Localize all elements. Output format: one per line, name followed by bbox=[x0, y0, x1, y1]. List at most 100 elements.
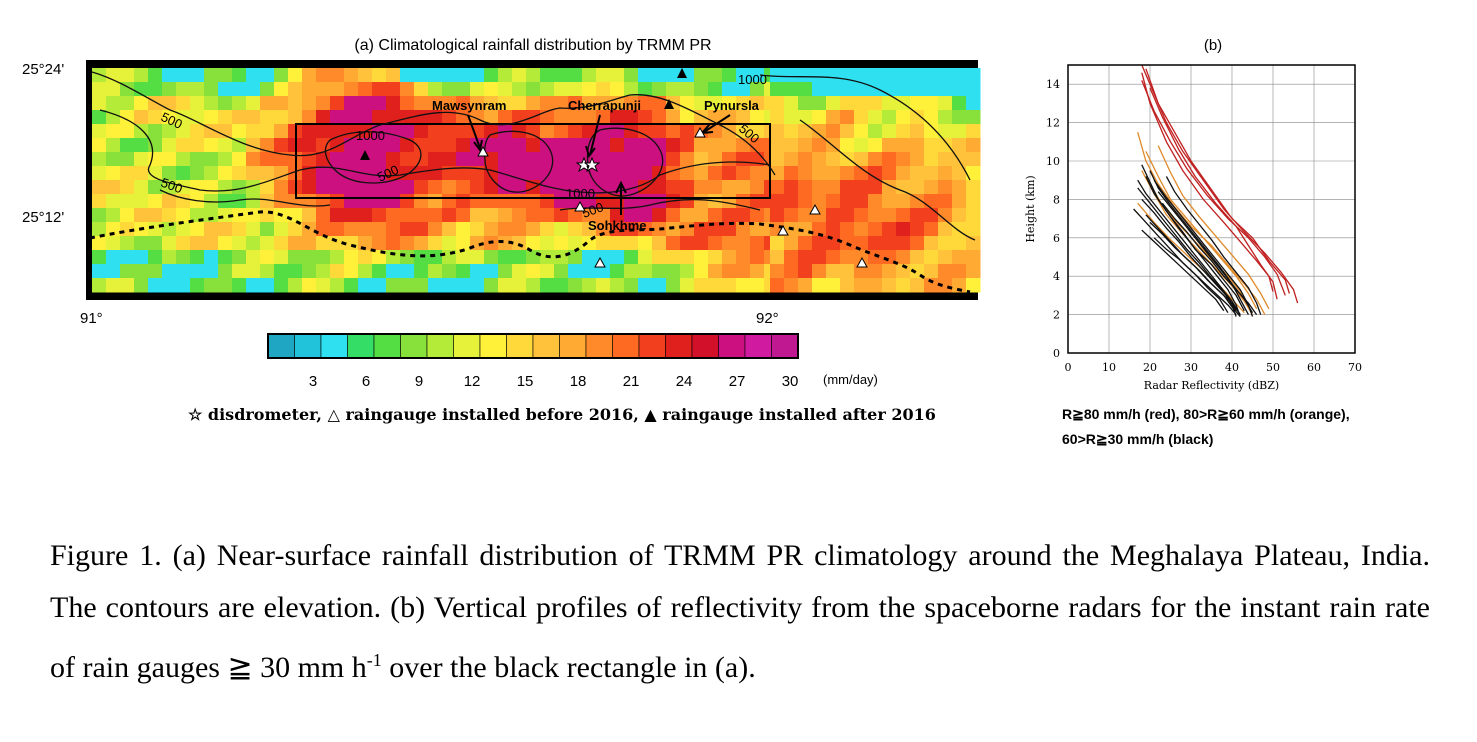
grid-cell bbox=[484, 82, 499, 97]
grid-cell bbox=[134, 68, 149, 83]
grid-cell bbox=[386, 152, 401, 167]
grid-cell bbox=[736, 250, 751, 265]
grid-cell bbox=[260, 96, 275, 111]
grid-cell bbox=[162, 96, 177, 111]
grid-cell bbox=[246, 250, 261, 265]
grid-cell bbox=[134, 124, 149, 139]
grid-cell bbox=[938, 180, 953, 195]
grid-cell bbox=[218, 278, 233, 293]
grid-cell bbox=[428, 194, 443, 209]
grid-cell bbox=[302, 166, 317, 181]
grid-cell bbox=[218, 96, 233, 111]
grid-cell bbox=[288, 278, 303, 293]
grid-cell bbox=[750, 236, 765, 251]
grid-cell bbox=[246, 68, 261, 83]
grid-cell bbox=[896, 68, 911, 83]
grid-cell bbox=[512, 250, 527, 265]
grid-cell bbox=[840, 138, 855, 153]
grid-cell bbox=[260, 194, 275, 209]
grid-cell bbox=[812, 264, 827, 279]
grid-cell bbox=[106, 166, 121, 181]
grid-cell bbox=[582, 82, 597, 97]
grid-cell bbox=[540, 96, 555, 111]
grid-cell bbox=[274, 110, 289, 125]
grid-cell bbox=[484, 250, 499, 265]
grid-cell bbox=[484, 138, 499, 153]
caption-text-3: over the black rectangle in (a). bbox=[381, 651, 756, 684]
grid-cell bbox=[666, 208, 681, 223]
grid-cell bbox=[854, 250, 869, 265]
profile-line bbox=[1137, 132, 1266, 315]
grid-cell bbox=[952, 166, 967, 181]
grid-cell bbox=[162, 82, 177, 97]
profile-line bbox=[1157, 145, 1270, 310]
grid-cell bbox=[414, 166, 429, 181]
grid-cell bbox=[176, 236, 191, 251]
grid-cell bbox=[274, 138, 289, 153]
colorbar-tick-label: 27 bbox=[729, 373, 746, 390]
grid-cell bbox=[896, 152, 911, 167]
grid-cell bbox=[274, 166, 289, 181]
grid-cell bbox=[484, 222, 499, 237]
grid-cell bbox=[134, 110, 149, 125]
grid-cell bbox=[924, 208, 939, 223]
grid-cell bbox=[456, 250, 471, 265]
grid-cell bbox=[868, 180, 883, 195]
grid-cell bbox=[120, 96, 135, 111]
raingauge-after-2016-icon bbox=[664, 99, 674, 109]
grid-cell bbox=[484, 194, 499, 209]
grid-cell bbox=[610, 166, 625, 181]
grid-cell bbox=[176, 96, 191, 111]
grid-cell bbox=[722, 194, 737, 209]
grid-cell bbox=[910, 278, 925, 293]
grid-cell bbox=[456, 236, 471, 251]
grid-cell bbox=[176, 278, 191, 293]
grid-cell bbox=[316, 264, 331, 279]
grid-cell bbox=[924, 250, 939, 265]
grid-cell bbox=[868, 82, 883, 97]
grid-cell bbox=[512, 208, 527, 223]
grid-cell bbox=[274, 222, 289, 237]
grid-cell bbox=[568, 236, 583, 251]
grid-cell bbox=[708, 180, 723, 195]
grid-cell bbox=[840, 124, 855, 139]
grid-cell bbox=[106, 180, 121, 195]
grid-cell bbox=[770, 194, 785, 209]
x-tick-label: 50 bbox=[1266, 361, 1280, 374]
grid-cell bbox=[330, 124, 345, 139]
grid-cell bbox=[512, 138, 527, 153]
reflectivity-profile-chart: (b) 0 10 20 30 40 50 60 70 0 2 4 6 8 10 12 14 Radar Refle… bbox=[1024, 37, 1362, 392]
grid-cell bbox=[330, 222, 345, 237]
grid-cell bbox=[288, 96, 303, 111]
grid-cell bbox=[624, 138, 639, 153]
grid-cell bbox=[694, 194, 709, 209]
grid-cell bbox=[924, 166, 939, 181]
grid-cell bbox=[302, 138, 317, 153]
contour-label: 500 bbox=[159, 175, 185, 197]
grid-cell bbox=[344, 124, 359, 139]
lat-label-mid: 25°12' bbox=[22, 209, 64, 226]
grid-cell bbox=[288, 208, 303, 223]
grid-cell bbox=[386, 264, 401, 279]
grid-cell bbox=[666, 250, 681, 265]
grid-cell bbox=[868, 250, 883, 265]
colorbar-ticks: 3 6 9 12 15 18 21 24 27 30 bbox=[309, 373, 799, 390]
grid-cell bbox=[372, 264, 387, 279]
grid-cell bbox=[638, 68, 653, 83]
grid-cell bbox=[274, 96, 289, 111]
grid-cell bbox=[652, 180, 667, 195]
grid-cell bbox=[470, 222, 485, 237]
grid-cell bbox=[218, 222, 233, 237]
grid-cell bbox=[372, 138, 387, 153]
colorbar-swatch bbox=[506, 333, 534, 359]
grid-cell bbox=[722, 124, 737, 139]
grid-cell bbox=[694, 82, 709, 97]
grid-cell bbox=[798, 166, 813, 181]
grid-cell bbox=[428, 264, 443, 279]
grid-cell bbox=[708, 68, 723, 83]
grid-cell bbox=[428, 68, 443, 83]
raingauge-before-2016-icon bbox=[856, 256, 868, 268]
grid-cell bbox=[106, 264, 121, 279]
grid-cell bbox=[512, 236, 527, 251]
grid-cell bbox=[910, 166, 925, 181]
